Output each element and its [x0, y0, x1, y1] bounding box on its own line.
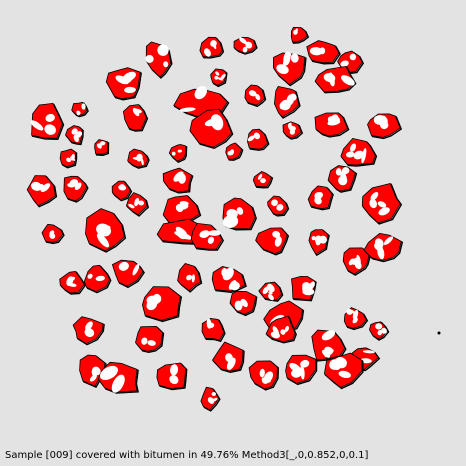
aggregate-particle — [256, 228, 289, 255]
aggregate-particle — [212, 266, 246, 293]
aggregate-particle — [27, 176, 56, 207]
aggregate-particle — [273, 51, 306, 86]
aggregate-particle — [368, 114, 402, 138]
aggregate-particle — [95, 140, 109, 156]
particle-body — [136, 326, 163, 351]
status-bar: Sample [009] covered with bitumen in 49.… — [0, 446, 466, 466]
aggregate-particle — [370, 322, 389, 340]
uncovered-patch — [178, 173, 186, 184]
aggregate-particle — [259, 282, 283, 301]
aggregate-particle — [253, 172, 272, 188]
aggregate-particle — [42, 224, 64, 243]
aggregate-particle — [191, 223, 223, 250]
sample-image-canvas — [0, 0, 466, 446]
status-text: Sample [009] covered with bitumen in 49.… — [5, 449, 368, 463]
aggregate-particle — [268, 196, 289, 216]
aggregate-particle — [112, 181, 131, 201]
aggregate-particle — [222, 198, 257, 230]
particles-layer — [27, 27, 402, 411]
aggregate-particle — [29, 103, 64, 139]
aggregate-particle — [283, 122, 302, 139]
aggregate-particle — [307, 41, 340, 64]
aggregate-particle — [142, 287, 181, 322]
noise-speck — [438, 332, 441, 335]
aggregate-particle — [136, 326, 164, 352]
aggregate-particle — [163, 168, 193, 193]
aggregate-particle — [60, 149, 76, 168]
aggregate-particle — [64, 176, 88, 202]
aggregate-particle — [178, 264, 202, 292]
aggregate-particle — [291, 27, 308, 43]
aggregate-particle — [123, 105, 147, 132]
aggregate-particle — [157, 363, 187, 390]
aggregate-particle — [128, 149, 149, 168]
aggregate-particle — [202, 318, 225, 341]
aggregate-particle — [245, 85, 266, 106]
aggregate-particle — [72, 102, 88, 116]
aggregate-particle — [211, 69, 227, 87]
aggregate-particle — [169, 144, 186, 162]
aggregate-particle — [309, 230, 329, 256]
aggregate-particle — [66, 126, 84, 145]
aggregate-particle — [200, 37, 224, 58]
aggregate-particle — [315, 113, 349, 137]
aggregate-particle — [84, 265, 110, 292]
aggregate-particle — [234, 36, 257, 54]
aggregate-particle — [163, 196, 200, 225]
aggregate-particle — [144, 42, 172, 78]
aggregate-particle — [308, 186, 333, 210]
aggregate-particle — [86, 209, 126, 252]
aggregate-particle — [274, 86, 300, 118]
aggregate-particle — [226, 143, 243, 160]
aggregate-particle — [230, 291, 257, 315]
aggregate-particle — [292, 276, 317, 300]
aggregate-particle — [106, 68, 141, 100]
aggregate-particle — [328, 166, 356, 193]
aggregate-particle — [249, 361, 278, 390]
aggregate-particle — [213, 342, 245, 372]
aggregate-particle — [73, 317, 104, 345]
aggregate-particles-image — [0, 0, 466, 446]
aggregate-particle — [60, 271, 85, 294]
aggregate-particle — [362, 184, 401, 224]
aggregate-particle — [126, 193, 148, 216]
aggregate-particle — [112, 260, 144, 287]
particle-body — [169, 144, 185, 161]
aggregate-particle — [341, 138, 377, 166]
aggregate-particle — [201, 387, 220, 411]
aggregate-particle — [344, 308, 367, 330]
aggregate-particle — [286, 355, 317, 384]
aggregate-particle — [247, 129, 269, 150]
